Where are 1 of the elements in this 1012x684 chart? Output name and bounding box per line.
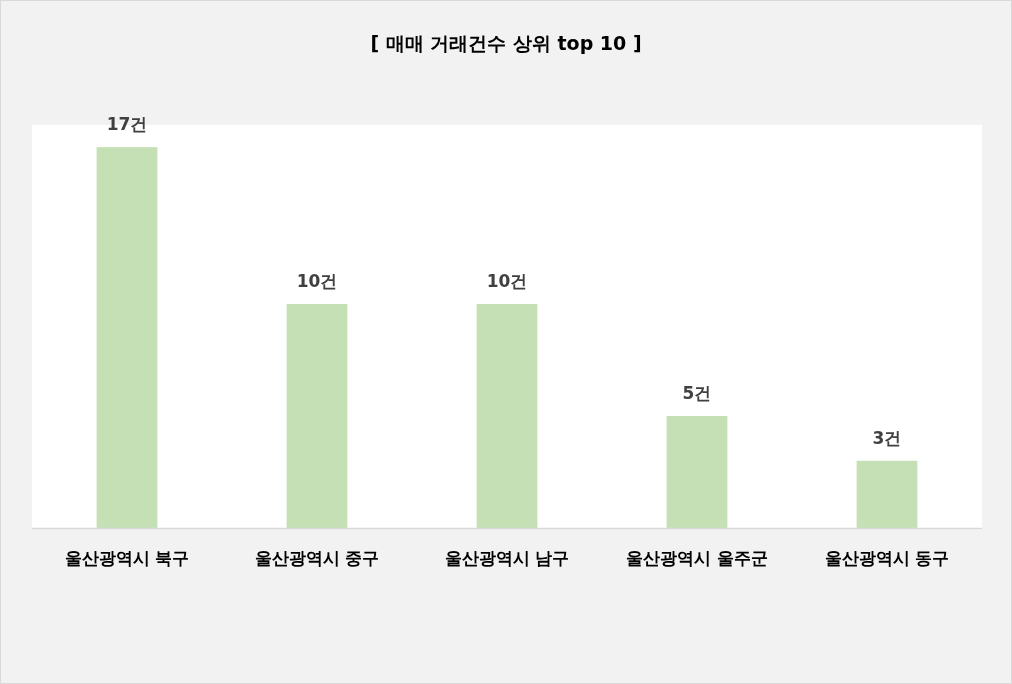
title: [ 매매 거래건수 상위 top 10 ] xyxy=(370,32,642,54)
